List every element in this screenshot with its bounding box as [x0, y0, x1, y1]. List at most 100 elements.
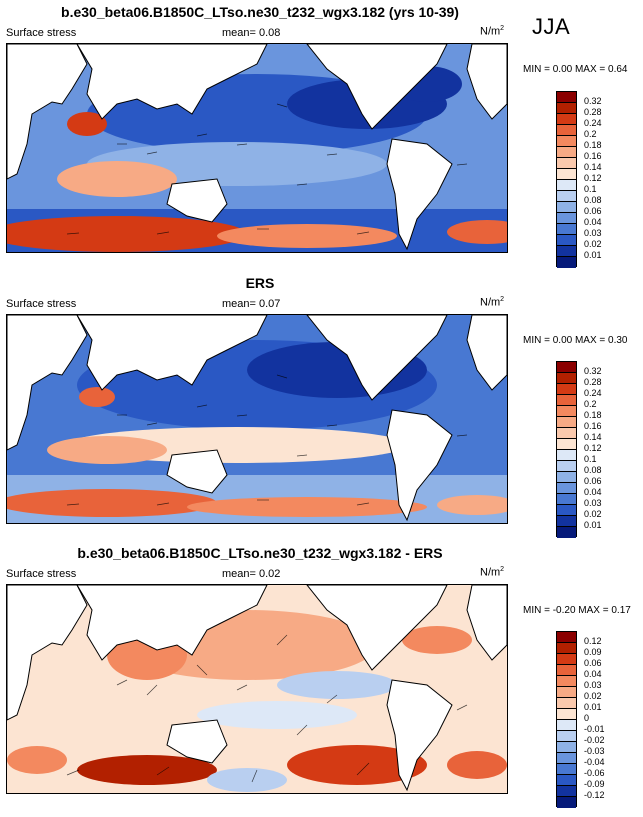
panel-1-map [6, 43, 508, 253]
colorbar-tick-label: -0.01 [584, 724, 605, 734]
colorbar-swatch [557, 676, 576, 687]
panel-2-colorbar [556, 361, 577, 538]
colorbar-swatch [557, 632, 576, 643]
colorbar-swatch [557, 742, 576, 753]
colorbar-swatch [557, 384, 576, 395]
colorbar-tick-label: 0.1 [584, 454, 597, 464]
colorbar-swatch [557, 527, 576, 538]
panel-2-variable-label: Surface stress [6, 298, 77, 310]
panel-3-mean-label: mean= 0.02 [222, 568, 281, 580]
colorbar-swatch [557, 698, 576, 709]
colorbar-tick-label: 0.04 [584, 217, 602, 227]
panel-3-map-field [7, 585, 507, 793]
panel-1-variable-label: Surface stress [6, 27, 77, 39]
colorbar-tick-label: 0.08 [584, 465, 602, 475]
colorbar-swatch [557, 428, 576, 439]
colorbar-swatch [557, 92, 576, 103]
colorbar-swatch [557, 797, 576, 808]
colorbar-swatch [557, 235, 576, 246]
colorbar-swatch [557, 191, 576, 202]
colorbar-tick-label: 0.16 [584, 421, 602, 431]
colorbar-swatch [557, 406, 576, 417]
colorbar-swatch [557, 753, 576, 764]
colorbar-tick-label: 0.14 [584, 432, 602, 442]
colorbar-tick-label: 0.14 [584, 162, 602, 172]
colorbar-swatch [557, 158, 576, 169]
colorbar-tick-label: 0.02 [584, 239, 602, 249]
panel-3-variable-label: Surface stress [6, 568, 77, 580]
colorbar-tick-label: 0.12 [584, 173, 602, 183]
colorbar-swatch [557, 224, 576, 235]
colorbar-swatch [557, 362, 576, 373]
colorbar-tick-label: 0.03 [584, 498, 602, 508]
colorbar-swatch [557, 687, 576, 698]
colorbar-swatch [557, 709, 576, 720]
panel-1-minmax: MIN = 0.00 MAX = 0.64 [523, 64, 628, 75]
season-label: JJA [532, 14, 571, 39]
colorbar-tick-label: 0.1 [584, 184, 597, 194]
colorbar-tick-label: 0.02 [584, 691, 602, 701]
colorbar-swatch [557, 417, 576, 428]
colorbar-tick-label: 0.06 [584, 206, 602, 216]
colorbar-tick-label: 0.24 [584, 388, 602, 398]
panel-3-minmax: MIN = -0.20 MAX = 0.17 [523, 605, 631, 616]
colorbar-swatch [557, 125, 576, 136]
colorbar-swatch [557, 213, 576, 224]
colorbar-swatch [557, 257, 576, 268]
colorbar-swatch [557, 643, 576, 654]
colorbar-tick-label: -0.06 [584, 768, 605, 778]
colorbar-swatch [557, 114, 576, 125]
panel-3-map [6, 584, 508, 794]
colorbar-tick-label: 0.01 [584, 702, 602, 712]
colorbar-tick-label: 0.06 [584, 658, 602, 668]
panel-2-units: N/m2 [480, 296, 505, 309]
panel-2-map-field [7, 315, 507, 523]
panel-1-title: b.e30_beta06.B1850C_LTso.ne30_t232_wgx3.… [61, 4, 459, 20]
colorbar-swatch [557, 450, 576, 461]
colorbar-tick-label: 0.02 [584, 509, 602, 519]
colorbar-swatch [557, 395, 576, 406]
colorbar-swatch [557, 136, 576, 147]
colorbar-swatch [557, 202, 576, 213]
colorbar-swatch [557, 654, 576, 665]
colorbar-tick-label: 0.04 [584, 669, 602, 679]
colorbar-tick-label: 0.09 [584, 647, 602, 657]
colorbar-swatch [557, 665, 576, 676]
colorbar-swatch [557, 764, 576, 775]
colorbar-tick-label: 0.06 [584, 476, 602, 486]
panel-3-units: N/m2 [480, 566, 505, 579]
colorbar-tick-label: 0 [584, 713, 590, 723]
colorbar-tick-label: -0.04 [584, 757, 605, 767]
colorbar-tick-label: 0.08 [584, 195, 602, 205]
panel-3-title: b.e30_beta06.B1850C_LTso.ne30_t232_wgx3.… [77, 545, 443, 561]
colorbar-swatch [557, 516, 576, 527]
panel-2-minmax: MIN = 0.00 MAX = 0.30 [523, 335, 628, 346]
colorbar-tick-label: 0.03 [584, 228, 602, 238]
colorbar-tick-label: -0.09 [584, 779, 605, 789]
colorbar-tick-label: 0.2 [584, 129, 597, 139]
colorbar-tick-label: 0.32 [584, 96, 602, 106]
colorbar-tick-label: 0.03 [584, 680, 602, 690]
colorbar-tick-label: 0.16 [584, 151, 602, 161]
colorbar-tick-label: 0.04 [584, 487, 602, 497]
colorbar-swatch [557, 472, 576, 483]
colorbar-tick-label: 0.12 [584, 636, 602, 646]
colorbar-tick-label: 0.28 [584, 107, 602, 117]
colorbar-swatch [557, 180, 576, 191]
colorbar-tick-label: 0.12 [584, 443, 602, 453]
colorbar-swatch [557, 731, 576, 742]
panel-1-units: N/m2 [480, 25, 505, 38]
colorbar-swatch [557, 373, 576, 384]
colorbar-swatch [557, 483, 576, 494]
colorbar-swatch [557, 103, 576, 114]
panel-1-colorbar [556, 91, 577, 268]
colorbar-tick-label: 0.18 [584, 140, 602, 150]
colorbar-swatch [557, 461, 576, 472]
panel-1-mean-label: mean= 0.08 [222, 27, 281, 39]
panel-1-map-field [7, 44, 507, 252]
colorbar-swatch [557, 720, 576, 731]
colorbar-tick-label: 0.01 [584, 520, 602, 530]
colorbar-tick-label: -0.02 [584, 735, 605, 745]
colorbar-tick-label: 0.01 [584, 250, 602, 260]
colorbar-tick-label: 0.24 [584, 118, 602, 128]
